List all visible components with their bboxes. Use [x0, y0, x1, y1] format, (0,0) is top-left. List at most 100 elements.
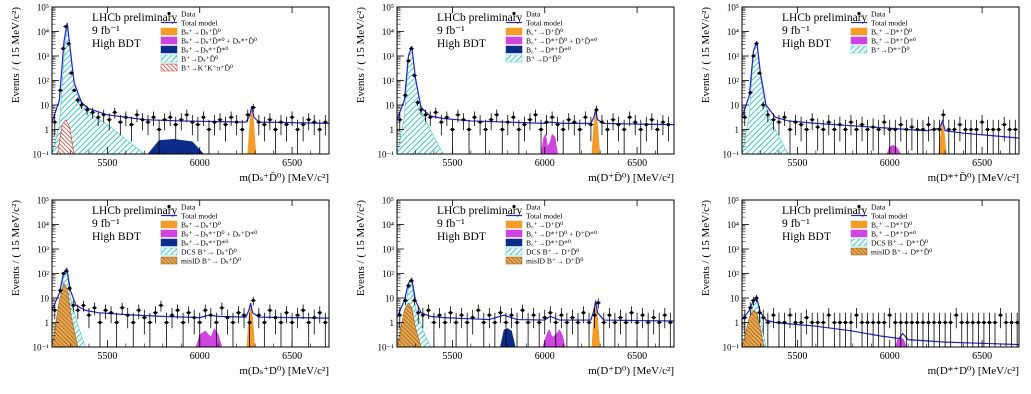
legend-swatch-navy	[160, 45, 178, 54]
data-marker	[71, 303, 75, 307]
y-tick-label: 10²	[727, 269, 739, 279]
y-axis-label: Events / ( 15 MeV/c²)	[355, 200, 367, 297]
data-marker	[520, 308, 525, 312]
data-marker	[296, 127, 300, 132]
data-point	[306, 113, 312, 131]
data-point	[156, 119, 162, 154]
data-marker	[910, 125, 914, 129]
data-point	[431, 312, 437, 347]
data-marker	[904, 320, 908, 325]
luminosity-label: 9 fb⁻¹	[92, 25, 120, 37]
data-point	[79, 101, 85, 110]
data-point	[86, 307, 92, 329]
y-tick-label: 10⁻¹	[378, 343, 395, 353]
legend-label: Data	[871, 203, 886, 212]
data-point	[942, 312, 948, 347]
data-marker	[476, 308, 480, 312]
data-point	[957, 116, 963, 142]
legend-label: B꜀⁺→D*⁺D*⁰	[526, 239, 571, 248]
data-point	[898, 116, 904, 142]
data-marker	[594, 108, 599, 112]
data-point	[970, 312, 976, 347]
data-point	[757, 306, 763, 324]
data-marker	[581, 311, 586, 315]
data-marker	[941, 113, 945, 117]
data-marker	[181, 320, 185, 325]
legend-label: misID B⁺→ Dₛ⁺D̄⁰	[181, 257, 241, 266]
data-marker	[854, 127, 859, 132]
legend-label: Data	[181, 203, 196, 212]
data-point	[820, 312, 826, 347]
data-marker	[899, 320, 903, 325]
legend-item: Data	[167, 10, 196, 19]
data-point	[415, 306, 421, 324]
data-marker	[179, 118, 183, 122]
legend-label: Bₛ⁺→Dₛ⁺D̄⁰	[181, 28, 221, 37]
component-magenta	[540, 133, 558, 154]
y-tick-label: 10⁻¹	[378, 150, 395, 160]
data-marker	[877, 127, 881, 132]
data-marker	[766, 320, 770, 325]
data-point	[753, 42, 759, 46]
data-marker	[456, 113, 460, 117]
data-marker	[888, 127, 892, 132]
data-point	[566, 113, 572, 131]
data-point	[397, 113, 403, 131]
data-point	[595, 298, 601, 309]
components	[397, 46, 674, 154]
data-point	[831, 119, 837, 154]
legend-swatch-navy	[505, 45, 523, 54]
data-point	[514, 312, 520, 347]
x-tick-label: 6500	[282, 351, 302, 362]
data-point	[106, 113, 112, 131]
data-point	[134, 109, 140, 123]
x-axis-label: m(Dₛ⁺D⁰) [MeV/c²]	[239, 365, 329, 377]
y-tick-label: 10⁴	[37, 220, 49, 230]
data-marker	[96, 115, 100, 119]
data-marker	[279, 320, 283, 325]
data-marker	[301, 308, 305, 312]
data-point	[311, 309, 317, 335]
data-marker	[58, 289, 62, 293]
data-marker	[641, 313, 645, 317]
legend-item: B⁺→D⁺D̄⁰	[505, 55, 561, 64]
data-point	[250, 296, 256, 306]
chart-panel-2: 5500 6000 6500 10⁻¹ 1 10 10² 10³ 10⁴ 10⁵ m(D⁺D̄⁰) …	[355, 3, 675, 184]
data-point	[481, 312, 487, 347]
data-point	[70, 300, 76, 312]
legend-label: Total model	[526, 19, 562, 28]
legend-item: DCS B⁺→ D*⁺D̄⁰	[850, 239, 928, 248]
data-point	[423, 109, 429, 123]
legend-label: B꜀⁺→D*⁺D̄⁰ + D⁺D̄*⁰	[526, 37, 597, 46]
data-marker	[187, 311, 191, 315]
data-marker	[185, 113, 189, 117]
data-marker	[949, 320, 953, 325]
legend-item: misID B⁺→ D⁺D̄⁰	[505, 257, 583, 266]
data-point	[212, 114, 218, 136]
data-marker	[600, 120, 604, 124]
data-point	[742, 309, 748, 335]
data-marker	[246, 113, 250, 117]
data-point	[67, 286, 73, 291]
data-marker	[212, 120, 217, 124]
component-red-hatch	[57, 119, 75, 154]
data-marker	[937, 320, 942, 325]
data-point	[402, 93, 408, 98]
data-point	[787, 307, 793, 329]
data-marker	[478, 120, 482, 124]
data-point	[621, 119, 627, 154]
data-point	[322, 114, 328, 136]
legend-label: Total model	[526, 212, 562, 221]
data-marker	[506, 120, 510, 124]
data-marker	[307, 118, 311, 122]
x-tick-label: 6000	[535, 158, 555, 169]
y-tick-label: 10³	[382, 245, 394, 255]
data-point	[547, 306, 553, 324]
data-point	[173, 116, 179, 142]
data-marker	[652, 316, 656, 320]
data-point	[436, 307, 442, 329]
data-marker	[561, 127, 565, 132]
y-tick-label: 10⁴	[382, 27, 394, 37]
data-marker	[296, 313, 300, 317]
data-marker	[419, 108, 423, 112]
